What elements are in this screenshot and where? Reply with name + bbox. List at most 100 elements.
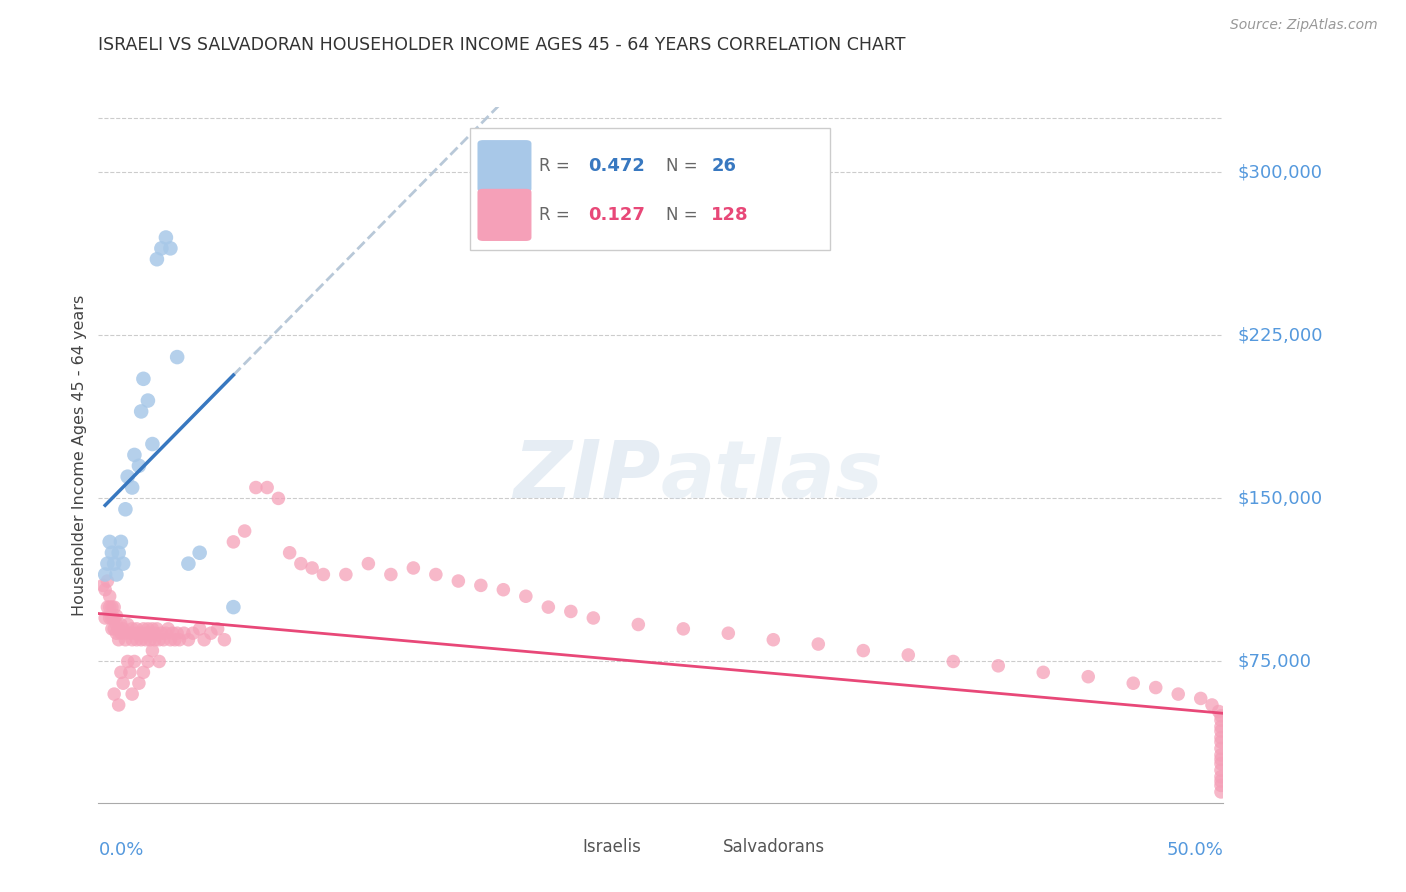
Point <box>136 622 159 636</box>
Point <box>121 687 143 701</box>
Text: 0.127: 0.127 <box>588 206 644 224</box>
Point <box>188 546 211 560</box>
Point <box>132 622 155 636</box>
Point <box>1209 713 1232 727</box>
FancyBboxPatch shape <box>478 189 531 241</box>
Point <box>105 626 128 640</box>
Text: Source: ZipAtlas.com: Source: ZipAtlas.com <box>1230 18 1378 32</box>
Point <box>173 626 195 640</box>
Point <box>807 637 830 651</box>
Point <box>942 655 965 669</box>
Point <box>114 632 136 647</box>
Point <box>136 655 159 669</box>
Point <box>128 458 150 473</box>
Point <box>110 617 132 632</box>
Point <box>103 687 125 701</box>
Point <box>1209 774 1232 789</box>
Point <box>103 600 125 615</box>
Point <box>117 469 139 483</box>
Point <box>129 632 152 647</box>
Point <box>117 655 139 669</box>
FancyBboxPatch shape <box>538 830 579 864</box>
Text: 0.472: 0.472 <box>588 157 644 175</box>
Point <box>105 567 128 582</box>
Point <box>1209 741 1232 756</box>
Point <box>103 622 125 636</box>
Point <box>312 567 335 582</box>
Point <box>98 611 121 625</box>
Point <box>132 665 155 680</box>
Point <box>380 567 402 582</box>
Point <box>121 481 143 495</box>
Point <box>155 230 177 244</box>
Point <box>128 676 150 690</box>
Text: atlas: atlas <box>661 437 883 515</box>
Text: N =: N = <box>666 157 703 175</box>
Point <box>1209 720 1232 734</box>
Point <box>188 622 211 636</box>
Point <box>166 350 188 364</box>
Point <box>128 626 150 640</box>
Point <box>103 557 125 571</box>
Point <box>1209 747 1232 762</box>
Point <box>98 600 121 615</box>
Point <box>1209 763 1232 777</box>
Point <box>214 632 236 647</box>
Point <box>114 502 136 516</box>
Point <box>582 611 605 625</box>
Point <box>124 448 146 462</box>
Point <box>150 626 173 640</box>
Point <box>114 626 136 640</box>
Point <box>169 632 191 647</box>
Point <box>139 626 162 640</box>
Point <box>470 578 492 592</box>
Point <box>135 632 157 647</box>
Point <box>141 622 163 636</box>
Text: $150,000: $150,000 <box>1237 490 1323 508</box>
Point <box>105 617 128 632</box>
Point <box>402 561 425 575</box>
Point <box>1209 724 1232 739</box>
Point <box>222 534 245 549</box>
Point <box>121 622 143 636</box>
Point <box>267 491 290 506</box>
Point <box>94 611 117 625</box>
Point <box>278 546 301 560</box>
Point <box>1144 681 1167 695</box>
Point <box>118 626 141 640</box>
Point <box>101 622 124 636</box>
Point <box>132 372 155 386</box>
Point <box>515 589 537 603</box>
Text: ISRAELI VS SALVADORAN HOUSEHOLDER INCOME AGES 45 - 64 YEARS CORRELATION CHART: ISRAELI VS SALVADORAN HOUSEHOLDER INCOME… <box>98 36 905 54</box>
Point <box>101 600 124 615</box>
Point <box>159 241 181 255</box>
Point <box>1032 665 1054 680</box>
Y-axis label: Householder Income Ages 45 - 64 years: Householder Income Ages 45 - 64 years <box>72 294 87 615</box>
Point <box>124 655 146 669</box>
Point <box>1209 731 1232 745</box>
Point <box>136 393 159 408</box>
Text: Salvadorans: Salvadorans <box>723 838 825 856</box>
Point <box>118 665 141 680</box>
Point <box>148 655 170 669</box>
Point <box>125 632 148 647</box>
Point <box>112 622 135 636</box>
Point <box>96 557 118 571</box>
Point <box>139 632 162 647</box>
Point <box>852 643 875 657</box>
Point <box>125 622 148 636</box>
Point <box>148 632 170 647</box>
Text: $300,000: $300,000 <box>1237 163 1322 181</box>
Point <box>96 600 118 615</box>
Point <box>124 626 146 640</box>
Point <box>1077 670 1099 684</box>
Point <box>155 626 177 640</box>
Point <box>987 658 1010 673</box>
Point <box>717 626 740 640</box>
Point <box>110 534 132 549</box>
Point <box>129 626 152 640</box>
Point <box>94 582 117 597</box>
Point <box>301 561 323 575</box>
Point <box>107 698 129 712</box>
Point <box>1201 698 1223 712</box>
